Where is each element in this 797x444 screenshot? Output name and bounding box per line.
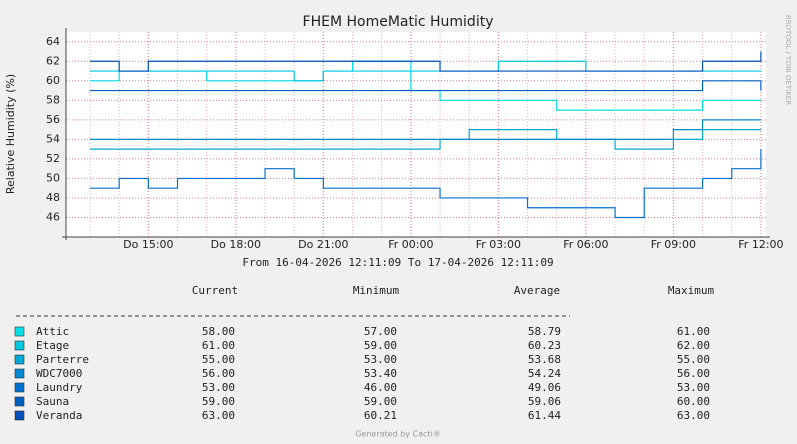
stat-value: 57.00 [364,325,397,338]
stat-value: 61.00 [202,339,235,352]
stat-value: 53.00 [677,381,710,394]
x-tick-label: Do 15:00 [123,238,173,251]
stat-value: 59.06 [528,395,561,408]
footer: Generated by Cacti® [355,430,441,439]
stat-value: 58.79 [528,325,561,338]
y-tick-label: 60 [46,74,60,87]
chart-title: FHEM HomeMatic Humidity [303,14,494,30]
series-line [90,149,762,219]
legend-swatch [14,326,25,337]
stat-value: 59.00 [364,339,397,352]
y-axis-label: Relative Humidity (%) [4,74,17,194]
x-tick-label: Do 18:00 [211,238,261,251]
stat-header: Current [192,284,238,297]
stat-value: 60.00 [677,395,710,408]
series-line [90,129,761,150]
y-tick-label: 62 [46,54,60,67]
legend-label: Sauna [36,395,69,408]
stat-value: 56.00 [202,367,235,380]
y-tick-label: 52 [46,152,60,165]
stat-value: 56.00 [677,367,710,380]
stat-value: 63.00 [677,409,710,422]
stat-value: 53.00 [202,381,235,394]
y-tick-label: 46 [46,210,60,223]
stat-value: 60.23 [528,339,561,352]
legend-label: Laundry [36,381,83,394]
stat-value: 55.00 [202,353,235,366]
watermark: RRDTOOL / TOBI OETIKER [784,15,792,105]
legend-swatch [14,396,25,407]
legend-swatch [14,410,25,421]
stat-value: 60.21 [364,409,397,422]
legend-label: Parterre [36,353,89,366]
x-tick-label: Fr 03:00 [476,238,521,251]
legend-swatch [14,382,25,393]
legend-swatch [14,368,25,379]
stat-value: 61.00 [677,325,710,338]
stat-value: 59.00 [364,395,397,408]
legend-label: Attic [36,325,69,338]
stat-value: 61.44 [528,409,561,422]
stat-value: 53.68 [528,353,561,366]
x-tick-label: Fr 09:00 [651,238,696,251]
y-tick-label: 54 [46,132,60,145]
y-tick-label: 64 [46,35,60,48]
x-tick-label: Fr 06:00 [563,238,608,251]
x-tick-label: Do 21:00 [298,238,348,251]
y-tick-label: 48 [46,191,60,204]
stat-header: Maximum [668,284,715,297]
stat-value: 49.06 [528,381,561,394]
x-tick-label: Fr 00:00 [388,238,433,251]
y-tick-label: 50 [46,171,60,184]
series-line [90,119,761,140]
plot-area [66,32,766,237]
stat-value: 59.00 [202,395,235,408]
stat-value: 62.00 [677,339,710,352]
legend-swatch [14,340,25,351]
legend-swatch [14,354,25,365]
stat-value: 55.00 [677,353,710,366]
series-line [90,80,762,92]
x-tick-label: Fr 12:00 [738,238,783,251]
stat-value: 63.00 [202,409,235,422]
stat-value: 53.00 [364,353,397,366]
stat-header: Minimum [353,284,400,297]
stat-header: Average [514,284,560,297]
y-tick-label: 58 [46,93,60,106]
legend-label: Veranda [36,409,82,422]
legend-label: Etage [36,339,69,352]
stat-value: 58.00 [202,325,235,338]
legend-label: WDC7000 [36,367,82,380]
y-tick-label: 56 [46,113,60,126]
series-line [90,60,761,111]
stat-value: 54.24 [528,367,561,380]
subtitle: From 16-04-2026 12:11:09 To 17-04-2026 1… [242,256,553,269]
stat-value: 46.00 [364,381,397,394]
series-line [90,51,762,72]
stat-value: 53.40 [364,367,397,380]
